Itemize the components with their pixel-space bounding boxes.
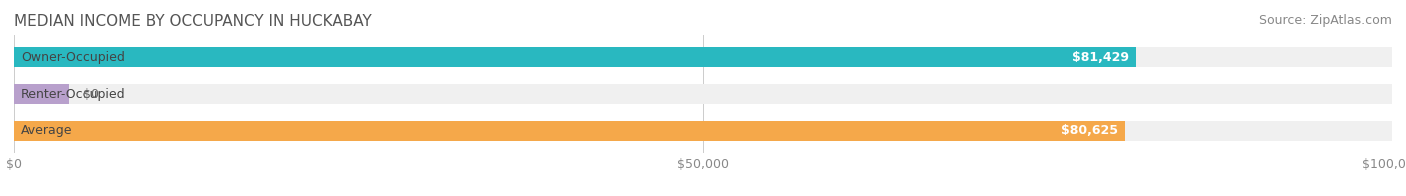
Text: Owner-Occupied: Owner-Occupied bbox=[21, 51, 125, 64]
Text: $81,429: $81,429 bbox=[1073, 51, 1129, 64]
Text: Renter-Occupied: Renter-Occupied bbox=[21, 88, 125, 101]
Bar bbox=[14, 47, 1392, 67]
Text: MEDIAN INCOME BY OCCUPANCY IN HUCKABAY: MEDIAN INCOME BY OCCUPANCY IN HUCKABAY bbox=[14, 14, 371, 29]
Text: Source: ZipAtlas.com: Source: ZipAtlas.com bbox=[1258, 14, 1392, 27]
Text: $80,625: $80,625 bbox=[1062, 124, 1118, 137]
Bar bbox=[14, 47, 1136, 67]
Bar bbox=[14, 84, 69, 104]
Text: $0: $0 bbox=[83, 88, 98, 101]
Bar bbox=[14, 121, 1125, 141]
Bar bbox=[14, 121, 1392, 141]
Bar bbox=[14, 84, 1392, 104]
Text: Average: Average bbox=[21, 124, 73, 137]
